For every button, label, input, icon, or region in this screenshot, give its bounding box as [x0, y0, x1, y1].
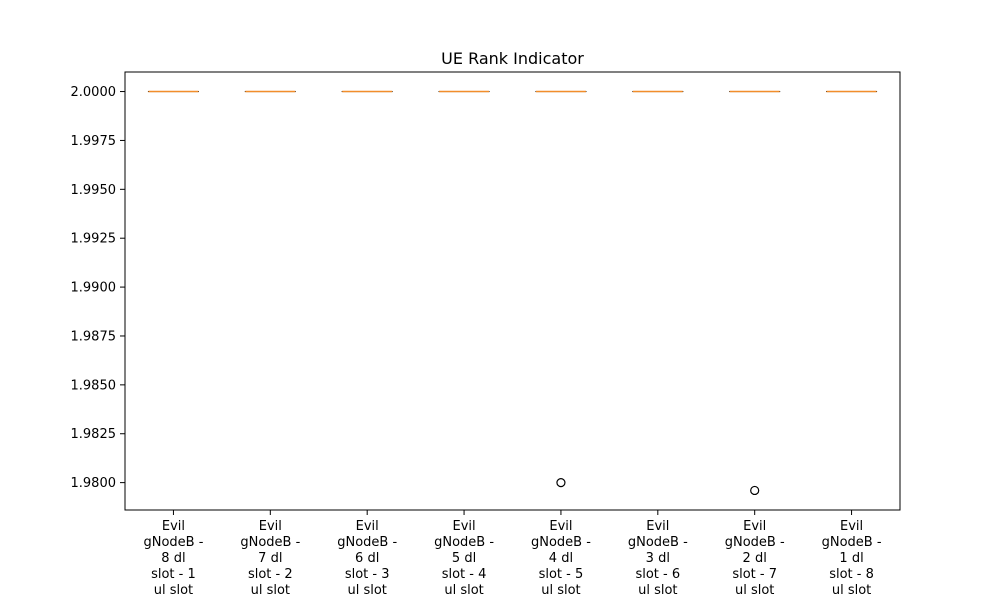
x-tick-label-line: Evil — [162, 519, 185, 534]
x-tick-label: Evil gNodeB -4 dl slot - 5 ul slot — [531, 519, 591, 598]
y-tick-label: 1.9850 — [71, 378, 117, 393]
x-tick-label-line: ul slot — [832, 583, 871, 598]
x-tick-label-line: 4 dl — [549, 551, 573, 566]
y-tick-label: 1.9975 — [71, 134, 117, 149]
box-outlier-point — [750, 485, 760, 496]
x-tick-label-line: Evil — [452, 519, 475, 534]
x-tick-label-line: Evil — [356, 519, 379, 534]
x-tick-label-line: Evil — [743, 519, 766, 534]
x-tick-label-line: ul slot — [735, 583, 774, 598]
x-tick-label-line: 3 dl — [646, 551, 670, 566]
x-tick-label-line: 6 dl — [355, 551, 379, 566]
x-tick-label-line: 1 dl — [839, 551, 863, 566]
x-tick-label-line: slot - 4 — [442, 567, 487, 582]
x-tick-label-line: gNodeB - — [143, 535, 203, 550]
chart-title: UE Rank Indicator — [441, 49, 584, 68]
x-tick-label-line: ul slot — [444, 583, 483, 598]
y-tick-label: 1.9825 — [71, 427, 117, 442]
x-tick-label-line: ul slot — [154, 583, 193, 598]
x-tick-label: Evil gNodeB -2 dl slot - 7 ul slot — [725, 519, 785, 598]
y-tick-label: 1.9875 — [71, 329, 117, 344]
x-tick-label-line: ul slot — [251, 583, 290, 598]
x-tick-label: Evil gNodeB -1 dl slot - 8 ul slot — [822, 519, 882, 598]
x-tick-label: Evil gNodeB -6 dl slot - 3 ul slot — [337, 519, 397, 598]
plot-area: 2.0000 1.9975 1.9950 1.9925 1.9900 1.9875 1.98… — [71, 85, 882, 598]
x-tick-label-line: Evil — [646, 519, 669, 534]
x-tick-label-line: ul slot — [638, 583, 677, 598]
x-tick-label-line: slot - 3 — [345, 567, 390, 582]
x-tick-label: Evil gNodeB -3 dl slot - 6 ul slot — [628, 519, 688, 598]
plot-frame — [124, 71, 901, 511]
x-tick-label-line: slot - 7 — [732, 567, 777, 582]
y-tick-label: 2.0000 — [71, 85, 117, 100]
x-tick-label-line: slot - 6 — [635, 567, 680, 582]
x-tick-label-line: slot - 2 — [248, 567, 293, 582]
x-tick-label-line: ul slot — [347, 583, 386, 598]
x-tick-label-line: ul slot — [541, 583, 580, 598]
y-tick-label: 1.9925 — [71, 232, 117, 247]
x-tick-label-line: Evil — [259, 519, 282, 534]
x-tick-label: Evil gNodeB -8 dl slot - 1 ul slot — [143, 519, 203, 598]
x-tick-label-line: gNodeB - — [725, 535, 785, 550]
x-tick-label-line: Evil — [549, 519, 572, 534]
y-tick-label: 1.9800 — [71, 476, 117, 491]
box-outlier-point — [556, 478, 566, 488]
x-tick-label-line: slot - 5 — [539, 567, 584, 582]
x-tick-label: Evil gNodeB -7 dl slot - 2 ul slot — [240, 519, 300, 598]
y-tick-label: 1.9900 — [71, 281, 117, 296]
x-tick-label-line: slot - 8 — [829, 567, 874, 582]
x-tick-label-line: gNodeB - — [337, 535, 397, 550]
y-tick-label: 1.9950 — [71, 183, 117, 198]
x-tick-label-line: 2 dl — [743, 551, 767, 566]
x-tick-label-line: slot - 1 — [151, 567, 196, 582]
x-tick-label: Evil gNodeB -5 dl slot - 4 ul slot — [434, 519, 494, 598]
x-tick-label-line: 5 dl — [452, 551, 476, 566]
x-tick-label-line: gNodeB - — [822, 535, 882, 550]
x-tick-label-line: gNodeB - — [628, 535, 688, 550]
x-tick-label-line: gNodeB - — [531, 535, 591, 550]
x-tick-label-line: Evil — [840, 519, 863, 534]
x-tick-label-line: 8 dl — [161, 551, 185, 566]
x-tick-label-line: 7 dl — [258, 551, 282, 566]
x-tick-label-line: gNodeB - — [240, 535, 300, 550]
x-tick-label-line: gNodeB - — [434, 535, 494, 550]
